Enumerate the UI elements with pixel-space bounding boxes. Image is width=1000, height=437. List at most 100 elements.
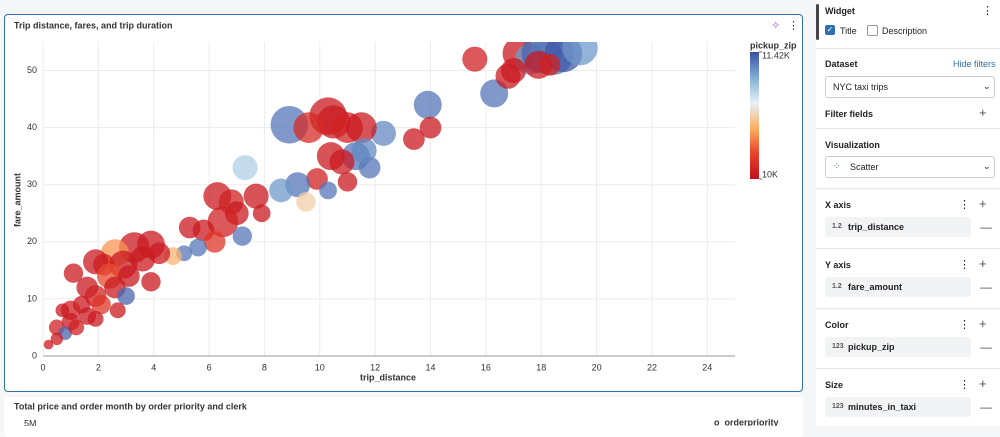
separator xyxy=(816,48,1000,49)
bubble xyxy=(207,206,239,238)
separator xyxy=(816,248,1000,249)
bubble xyxy=(337,172,358,192)
chart-title: Trip distance, fares, and trip duration xyxy=(14,20,173,30)
section-label: Filter fields xyxy=(825,109,874,119)
chart: Trip distance, fares, and trip duration … xyxy=(12,20,799,426)
bubble xyxy=(203,230,226,253)
bubble xyxy=(50,332,64,346)
dropdown[interactable] xyxy=(825,76,995,98)
bubble xyxy=(55,303,70,318)
section-label: Dataset xyxy=(825,59,858,69)
bubble xyxy=(403,128,425,150)
bubble xyxy=(252,204,271,223)
bubble xyxy=(87,310,104,327)
menu-icon[interactable]: ⋮ xyxy=(959,379,970,391)
chevron: ⌄ xyxy=(983,81,991,91)
widget-card[interactable] xyxy=(4,14,803,392)
bubble xyxy=(232,226,252,246)
checkbox[interactable]: ✓ xyxy=(825,25,835,35)
add-button[interactable]: + xyxy=(979,196,987,211)
x-tick-label: 22 xyxy=(647,362,657,372)
ai-icon[interactable]: ✧ xyxy=(771,20,780,32)
menu-icon[interactable]: ⋮ xyxy=(959,259,970,271)
bubble xyxy=(148,242,171,265)
remove-button[interactable]: — xyxy=(980,280,992,294)
bubble xyxy=(413,90,442,119)
y-tick-label: 50 xyxy=(27,65,37,75)
add-button[interactable]: + xyxy=(979,316,987,331)
legend-title: o_orderpriority xyxy=(714,417,779,426)
section-label: Size xyxy=(825,380,844,390)
bubble xyxy=(43,339,54,350)
separator xyxy=(816,368,1000,369)
checkbox-label: Description xyxy=(882,26,928,36)
scatter-icon: ⁘ xyxy=(833,161,841,171)
section-label: Color xyxy=(825,320,849,330)
x-axis-label: trip_distance xyxy=(360,372,416,382)
menu-icon[interactable]: ⋮ xyxy=(982,5,993,17)
bubble xyxy=(345,112,377,143)
page: Trip distance, fares, and trip duration … xyxy=(4,0,1000,426)
bubble xyxy=(538,53,561,76)
bubble xyxy=(189,238,207,257)
x-tick-label: 10 xyxy=(315,362,325,372)
add-button[interactable]: + xyxy=(979,105,987,120)
link[interactable]: Hide filters xyxy=(953,59,996,69)
field-name: minutes_in_taxi xyxy=(848,402,917,412)
widget-title: Total price and order month by order pri… xyxy=(14,401,248,411)
bubble xyxy=(562,42,598,66)
chevron: ⌄ xyxy=(983,161,991,171)
x-tick-label: 4 xyxy=(151,362,156,372)
x-tick-label: 6 xyxy=(207,362,212,372)
x-tick-label: 16 xyxy=(481,362,491,372)
field-box[interactable] xyxy=(825,277,971,297)
separator xyxy=(816,128,1000,129)
y-tick-label: 10 xyxy=(27,293,37,303)
colorbar-tick-label: 10K xyxy=(762,169,778,179)
type-icon: 123 xyxy=(832,343,844,350)
bubble xyxy=(296,192,316,212)
bubble xyxy=(109,302,126,319)
bubble xyxy=(329,149,355,175)
type-icon: 1.2 xyxy=(832,283,842,290)
remove-button[interactable]: — xyxy=(980,220,992,234)
bubble xyxy=(63,263,84,283)
bubble xyxy=(419,116,442,139)
x-tick-label: 2 xyxy=(96,362,101,372)
remove-button[interactable]: — xyxy=(980,340,992,354)
add-button[interactable]: + xyxy=(979,376,987,391)
separator xyxy=(816,308,1000,309)
x-tick-label: 14 xyxy=(426,362,436,372)
field-name: trip_distance xyxy=(848,222,905,232)
bubble xyxy=(117,287,135,305)
checkbox-label: Title xyxy=(840,26,857,36)
dropdown[interactable] xyxy=(825,156,995,178)
y-tick-label: 40 xyxy=(27,122,37,132)
field-box[interactable] xyxy=(825,337,971,357)
y-axis-label: fare_amount xyxy=(12,173,22,227)
bubble xyxy=(319,181,337,200)
x-tick-label: 20 xyxy=(592,362,602,372)
side-panel: Widget ⋮ ✓ Title Description Dataset Hid… xyxy=(816,0,1000,426)
bubble xyxy=(293,112,325,143)
field-box[interactable] xyxy=(825,397,971,417)
remove-button[interactable]: — xyxy=(980,400,992,414)
field-name: pickup_zip xyxy=(848,342,895,352)
y-tick-label: 0 xyxy=(32,350,37,360)
section-label: X axis xyxy=(825,200,852,210)
menu-icon[interactable]: ⋮ xyxy=(788,20,799,32)
bubble xyxy=(370,120,396,146)
add-button[interactable]: + xyxy=(979,256,987,271)
bubble xyxy=(232,155,258,181)
x-tick-label: 24 xyxy=(702,362,712,372)
field-name: fare_amount xyxy=(848,282,903,292)
colorbar xyxy=(750,52,759,179)
menu-icon[interactable]: ⋮ xyxy=(959,199,970,211)
menu-icon[interactable]: ⋮ xyxy=(959,319,970,331)
field-box[interactable] xyxy=(825,217,971,237)
section-label: Visualization xyxy=(825,140,880,150)
dropdown-value: Scatter xyxy=(850,162,879,172)
bubble xyxy=(462,46,488,72)
bubble xyxy=(501,58,527,84)
checkbox[interactable] xyxy=(867,25,878,36)
